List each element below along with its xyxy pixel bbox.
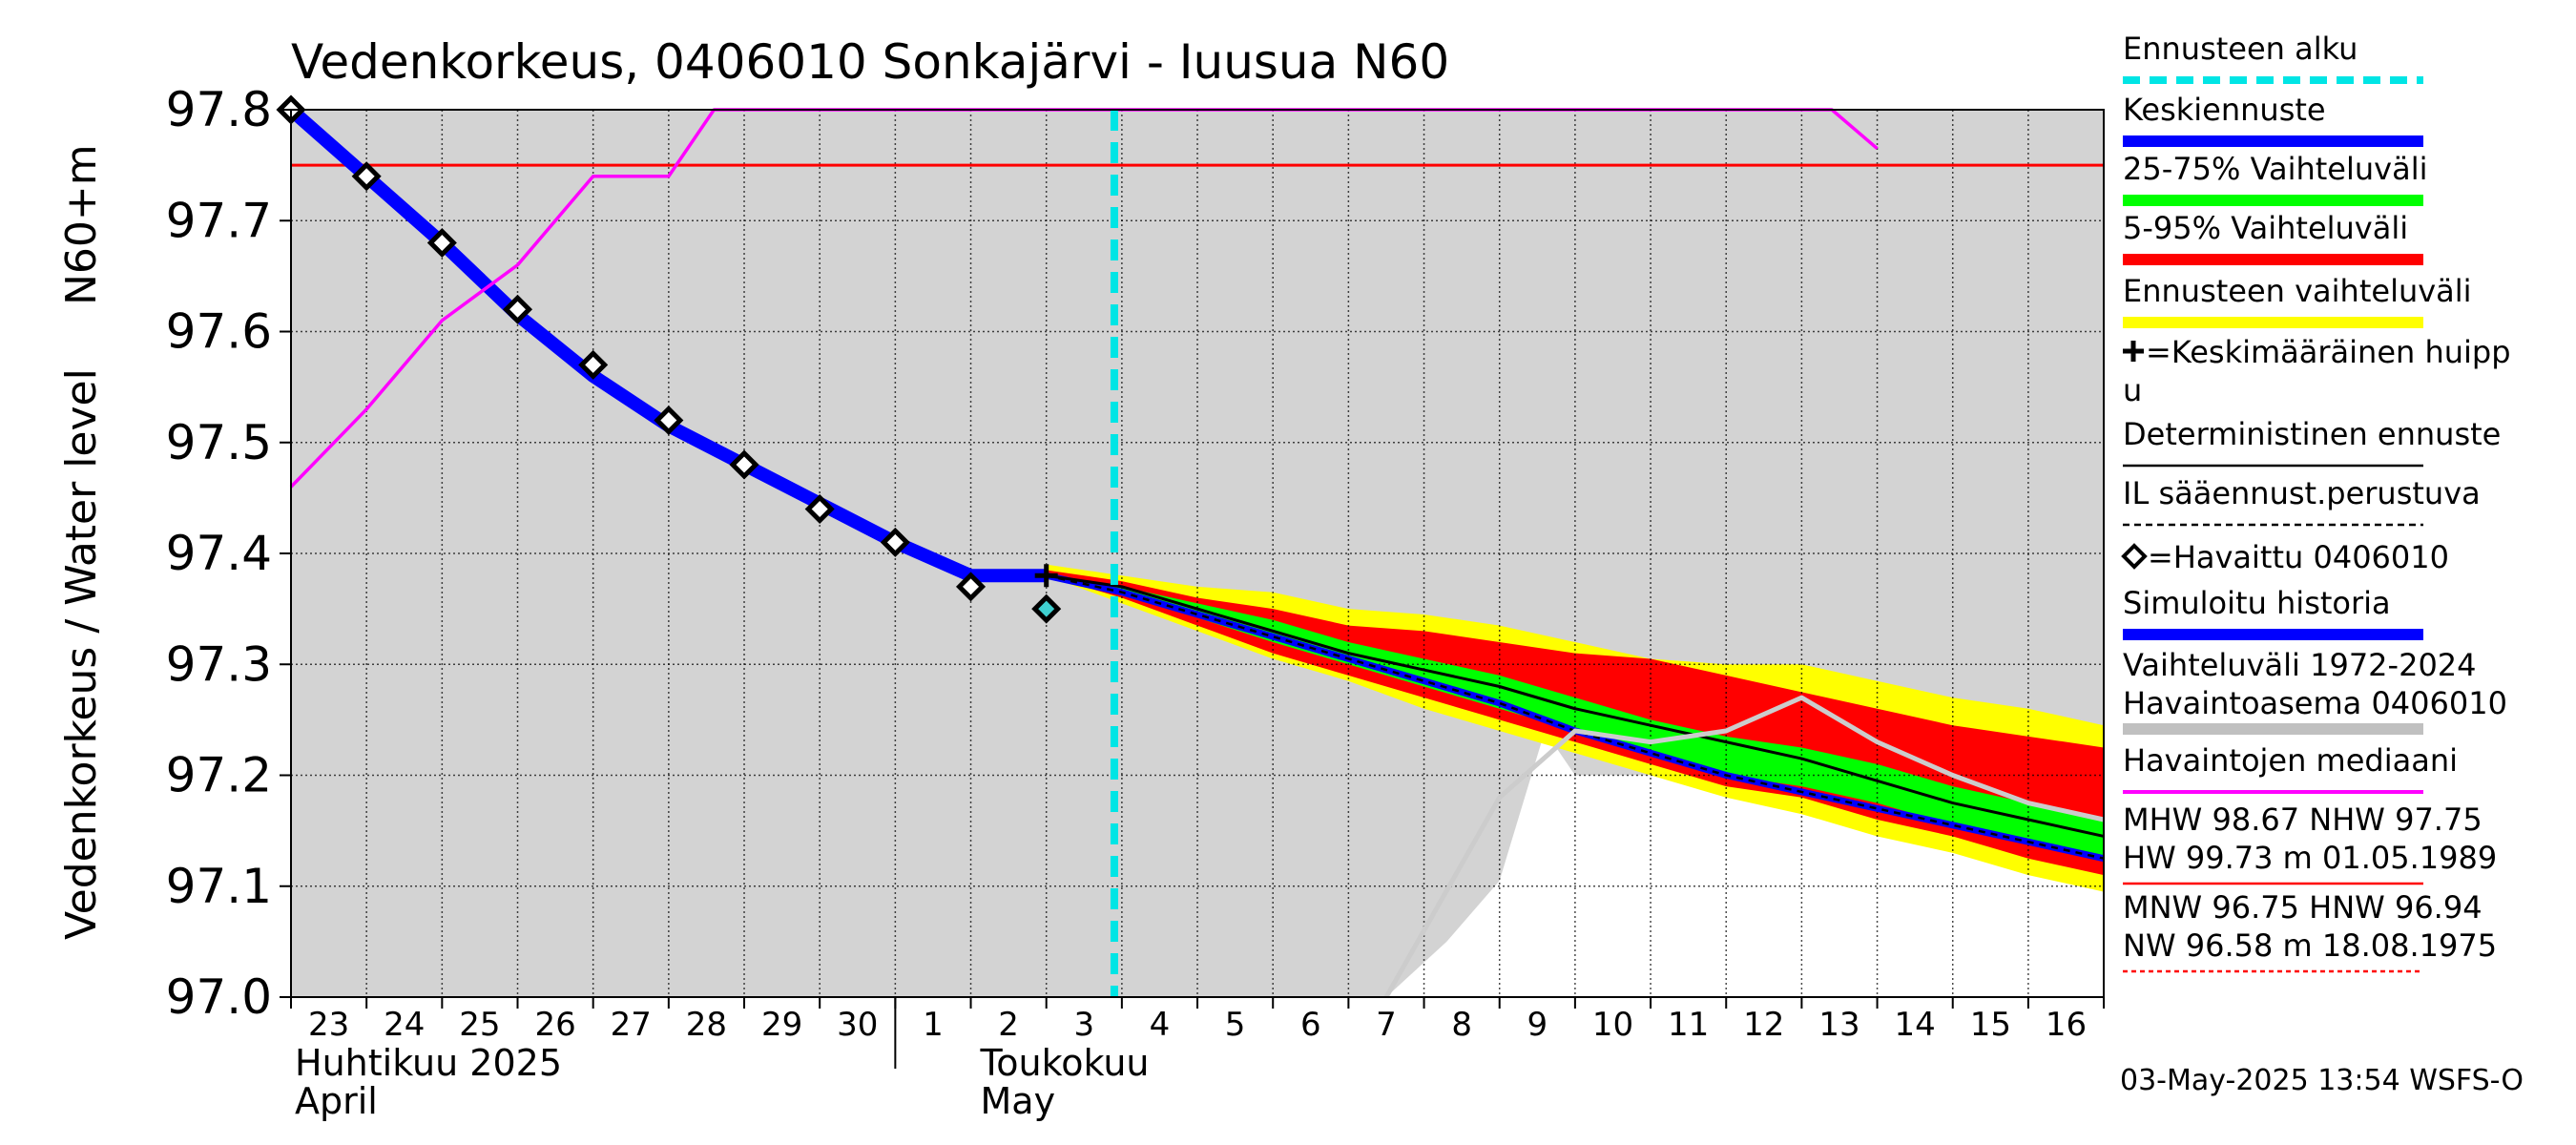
x-tick-label-5: 28 [686,1006,727,1044]
x-tick-label-17: 10 [1592,1006,1633,1044]
x-tick-label-13: 6 [1300,1006,1321,1044]
legend: Ennusteen alku Keskiennuste 25-75% Vaihtel… [2121,31,2511,973]
observed-point-3 [502,294,533,324]
legend-label-3: 5-95% Vaihteluväli [2123,210,2408,246]
y-tick-label-3: 97.3 [166,636,272,692]
legend-label2-13: NW 96.58 m 18.08.1975 [2123,927,2497,964]
observed-point-6 [729,449,759,480]
timestamp: 03-May-2025 13:54 WSFS-O [2120,1064,2524,1097]
chart-title: Vedenkorkeus, 0406010 Sonkajärvi - Iuusu… [291,34,1449,90]
y-tick-label-6: 97.6 [166,304,272,360]
observed-point-9 [955,572,987,602]
x-tick-label-9: 2 [998,1006,1019,1044]
legend-label-7: IL sääennust.perustuva [2123,475,2481,511]
y-tick-label-1: 97.1 [166,859,272,914]
legend-label-4: Ennusteen vaihteluväli [2123,273,2472,309]
legend-label-12: MHW 98.67 NHW 97.75 [2123,802,2483,838]
legend-label2-10: Havaintoasema 0406010 [2123,685,2507,721]
y-tick-label-5: 97.5 [166,415,272,470]
y-tick-label-4: 97.4 [166,526,272,581]
x-tick-label-1: 24 [384,1006,425,1044]
x-tick-label-18: 11 [1668,1006,1709,1044]
series-lines [286,104,2105,999]
x-tick-label-11: 4 [1150,1006,1171,1044]
legend-label2-5: u [2123,372,2142,408]
x-tick-label-3: 26 [534,1006,575,1044]
x-tick-label-10: 3 [1073,1006,1094,1044]
y-tick-label-8: 97.8 [166,82,272,137]
series-line-5 [1383,695,2105,999]
observed-point-5 [654,405,684,436]
legend-label-9: Simuloitu historia [2123,585,2391,621]
x-tick-label-19: 12 [1743,1006,1784,1044]
month-label-fi-0: Huhtikuu 2025 [295,1042,562,1084]
x-tick-label-6: 29 [761,1006,802,1044]
series-line-2 [1046,573,2105,838]
observed-markers [276,94,1062,624]
legend-label-2: 25-75% Vaihteluväli [2123,151,2427,187]
legend-label-10: Vaihteluväli 1972-2024 [2123,647,2477,683]
observed-point-10 [1031,593,1062,624]
x-tick-label-0: 23 [308,1006,349,1044]
y-tick-label-0: 97.0 [166,969,272,1025]
x-tick-label-4: 27 [611,1006,652,1044]
x-tick-label-15: 8 [1451,1006,1472,1044]
y-tick-labels: 97.0 97.1 97.2 97.3 97.4 97.5 97.6 97.7 97.8 [166,82,291,1025]
x-tick-label-22: 15 [1970,1006,2011,1044]
month-label-fi-1: Toukokuu [980,1042,1150,1084]
legend-plus-icon [2123,341,2144,362]
y-axis-unit: N60+m [57,144,106,305]
legend-label2-12: HW 99.73 m 01.05.1989 [2123,840,2497,876]
x-tick-labels: 23 24 25 26 27 28 29 30 1 2 3 4 5 6 7 8 9 10 11 12 13 14 15 16 [308,1006,2087,1044]
month-label-en-1: May [981,1080,1056,1122]
observed-point-1 [351,161,382,192]
x-tick-label-23: 16 [2046,1006,2087,1044]
x-tick-label-14: 7 [1376,1006,1397,1044]
y-axis-label: Vedenkorkeus / Water level [57,368,106,940]
observed-point-4 [578,349,609,380]
legend-label-11: Havaintojen mediaani [2123,742,2458,779]
y-tick-label-7: 97.7 [166,193,272,248]
observed-point-7 [804,493,835,525]
x-tick-label-7: 30 [837,1006,878,1044]
x-tick-label-12: 5 [1225,1006,1246,1044]
mean-peak-marker [1034,564,1058,588]
x-tick-label-21: 14 [1895,1006,1936,1044]
legend-diamond-icon [2121,543,2148,570]
x-tick-label-20: 13 [1818,1006,1859,1044]
observed-point-8 [880,527,910,557]
observed-point-2 [426,227,457,259]
legend-label-5: =Keskimääräinen huipp [2146,334,2511,370]
month-label-en-0: April [295,1080,378,1122]
x-tick-label-16: 9 [1527,1006,1548,1044]
x-tick-label-8: 1 [923,1006,944,1044]
legend-label-1: Keskiennuste [2123,92,2326,128]
legend-label-8: =Havaittu 0406010 [2148,539,2449,575]
legend-label-13: MNW 96.75 HNW 96.94 [2123,889,2483,926]
x-tick-label-2: 25 [459,1006,500,1044]
y-tick-label-2: 97.2 [166,748,272,803]
legend-label-0: Ennusteen alku [2123,31,2358,67]
legend-label-6: Deterministinen ennuste [2123,416,2501,452]
